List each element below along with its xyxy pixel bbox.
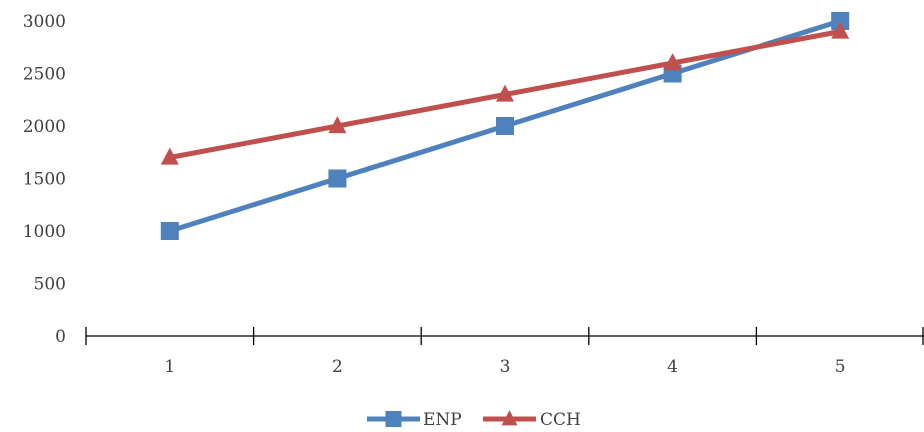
x-axis-tick-labels: 1 2 3 4 5	[164, 357, 845, 377]
legend-item-cch: CCH	[483, 410, 581, 430]
legend: ENP CCH	[367, 410, 581, 430]
y-tick-label: 500	[34, 275, 66, 295]
data-point-cch	[663, 53, 682, 71]
data-point-enp	[831, 12, 850, 30]
x-axis-tick-marks	[85, 327, 924, 345]
data-point-cch	[160, 147, 179, 165]
x-tick-label: 4	[667, 357, 678, 377]
data-point-enp	[160, 222, 179, 240]
y-tick-label: 2000	[23, 117, 66, 137]
y-axis-tick-labels: 0 500 1000 1500 2000 2500 3000	[23, 12, 66, 347]
series-cch	[160, 21, 850, 165]
data-point-cch	[328, 116, 347, 134]
legend-label-cch: CCH	[540, 410, 581, 430]
x-tick-label: 5	[835, 357, 846, 377]
y-tick-label: 1500	[23, 170, 66, 190]
series-layer	[160, 12, 850, 240]
x-tick-label: 3	[500, 357, 511, 377]
x-tick-label: 1	[164, 357, 175, 377]
y-tick-label: 0	[55, 327, 66, 347]
x-tick-label: 2	[332, 357, 343, 377]
data-point-cch	[496, 84, 514, 102]
series-enp	[160, 12, 850, 240]
y-tick-label: 2500	[23, 65, 66, 85]
data-point-cch	[831, 21, 850, 39]
y-tick-label: 3000	[23, 12, 66, 32]
data-point-enp	[496, 117, 514, 135]
legend-marker-cch	[501, 410, 518, 426]
legend-marker-enp	[385, 411, 402, 427]
legend-item-enp: ENP	[367, 410, 462, 430]
y-tick-label: 1000	[23, 222, 66, 242]
legend-label-enp: ENP	[423, 410, 462, 430]
data-point-enp	[328, 169, 347, 188]
